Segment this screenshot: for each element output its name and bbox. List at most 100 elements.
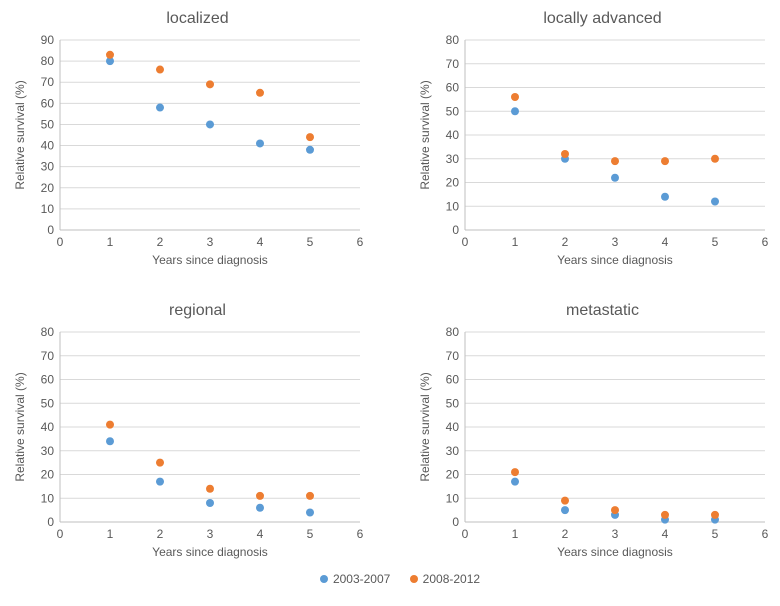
chart-title-localized: localized [10, 10, 385, 28]
point-series-a [156, 104, 164, 112]
point-series-a [661, 193, 669, 201]
point-series-a [561, 506, 569, 514]
y-tick-label: 10 [41, 491, 55, 505]
x-tick-label: 0 [462, 527, 469, 541]
y-tick-label: 50 [446, 104, 460, 118]
legend-label-a: 2003-2007 [333, 572, 390, 586]
point-series-a [206, 120, 214, 128]
x-tick-label: 5 [307, 527, 314, 541]
x-tick-label: 4 [662, 527, 669, 541]
x-tick-label: 6 [357, 235, 364, 249]
x-tick-label: 4 [662, 235, 669, 249]
point-series-b [711, 155, 719, 163]
point-series-a [511, 107, 519, 115]
point-series-a [256, 139, 264, 147]
panel-regional: regional010203040506070800123456Relative… [10, 302, 385, 564]
point-series-a [306, 146, 314, 154]
y-tick-label: 20 [41, 468, 55, 482]
point-series-a [711, 198, 719, 206]
x-axis-label: Years since diagnosis [152, 545, 268, 559]
y-tick-label: 0 [452, 515, 459, 529]
y-tick-label: 90 [41, 33, 55, 47]
panel-locally-advanced: locally advanced010203040506070800123456… [415, 10, 780, 272]
point-series-b [106, 51, 114, 59]
x-tick-label: 4 [257, 235, 264, 249]
chart-regional: 010203040506070800123456Relative surviva… [10, 324, 370, 564]
legend: 2003-2007 2008-2012 [10, 572, 780, 586]
point-series-b [106, 421, 114, 429]
x-tick-label: 1 [512, 527, 519, 541]
chart-metastatic: 010203040506070800123456Relative surviva… [415, 324, 775, 564]
point-series-b [156, 459, 164, 467]
x-tick-label: 0 [57, 527, 64, 541]
point-series-b [256, 89, 264, 97]
x-tick-label: 4 [257, 527, 264, 541]
y-tick-label: 70 [446, 349, 460, 363]
y-tick-label: 10 [446, 199, 460, 213]
point-series-b [306, 492, 314, 500]
x-axis-label: Years since diagnosis [557, 253, 673, 267]
legend-item-a: 2003-2007 [320, 572, 390, 586]
y-tick-label: 40 [41, 139, 55, 153]
point-series-b [206, 485, 214, 493]
point-series-b [511, 93, 519, 101]
y-tick-label: 60 [446, 81, 460, 95]
chart-locally-advanced: 010203040506070800123456Relative surviva… [415, 32, 775, 272]
x-tick-label: 6 [762, 527, 769, 541]
x-axis-label: Years since diagnosis [557, 545, 673, 559]
y-tick-label: 80 [446, 325, 460, 339]
x-tick-label: 5 [712, 527, 719, 541]
legend-dot-b [410, 575, 418, 583]
y-tick-label: 70 [41, 75, 55, 89]
y-tick-label: 30 [446, 444, 460, 458]
point-series-b [611, 157, 619, 165]
y-tick-label: 10 [446, 491, 460, 505]
y-tick-label: 0 [47, 515, 54, 529]
x-tick-label: 3 [207, 235, 214, 249]
x-tick-label: 6 [357, 527, 364, 541]
y-tick-label: 30 [41, 444, 55, 458]
y-tick-label: 70 [446, 57, 460, 71]
panel-localized: localized01020304050607080900123456Relat… [10, 10, 385, 272]
y-tick-label: 50 [41, 117, 55, 131]
y-tick-label: 0 [452, 223, 459, 237]
y-tick-label: 70 [41, 349, 55, 363]
x-tick-label: 2 [562, 527, 569, 541]
y-tick-label: 20 [446, 176, 460, 190]
x-tick-label: 1 [107, 527, 114, 541]
y-tick-label: 60 [41, 373, 55, 387]
y-tick-label: 10 [41, 202, 55, 216]
y-tick-label: 60 [41, 96, 55, 110]
chart-title-metastatic: metastatic [415, 302, 780, 320]
y-tick-label: 30 [446, 152, 460, 166]
x-tick-label: 3 [612, 527, 619, 541]
chart-localized: 01020304050607080900123456Relative survi… [10, 32, 370, 272]
point-series-a [511, 478, 519, 486]
point-series-b [711, 511, 719, 519]
x-tick-label: 1 [107, 235, 114, 249]
x-tick-label: 6 [762, 235, 769, 249]
point-series-a [206, 499, 214, 507]
x-tick-label: 2 [562, 235, 569, 249]
y-tick-label: 0 [47, 223, 54, 237]
point-series-b [561, 150, 569, 158]
point-series-b [611, 506, 619, 514]
panel-metastatic: metastatic010203040506070800123456Relati… [415, 302, 780, 564]
y-axis-label: Relative survival (%) [418, 372, 432, 481]
y-tick-label: 40 [41, 420, 55, 434]
y-tick-label: 80 [41, 54, 55, 68]
x-tick-label: 5 [307, 235, 314, 249]
chart-title-regional: regional [10, 302, 385, 320]
point-series-b [156, 66, 164, 74]
point-series-a [156, 478, 164, 486]
chart-title-locally-advanced: locally advanced [415, 10, 780, 28]
y-tick-label: 50 [446, 396, 460, 410]
y-tick-label: 80 [41, 325, 55, 339]
point-series-b [306, 133, 314, 141]
point-series-b [256, 492, 264, 500]
x-tick-label: 3 [207, 527, 214, 541]
y-axis-label: Relative survival (%) [13, 372, 27, 481]
point-series-b [561, 497, 569, 505]
y-tick-label: 60 [446, 373, 460, 387]
point-series-b [661, 157, 669, 165]
